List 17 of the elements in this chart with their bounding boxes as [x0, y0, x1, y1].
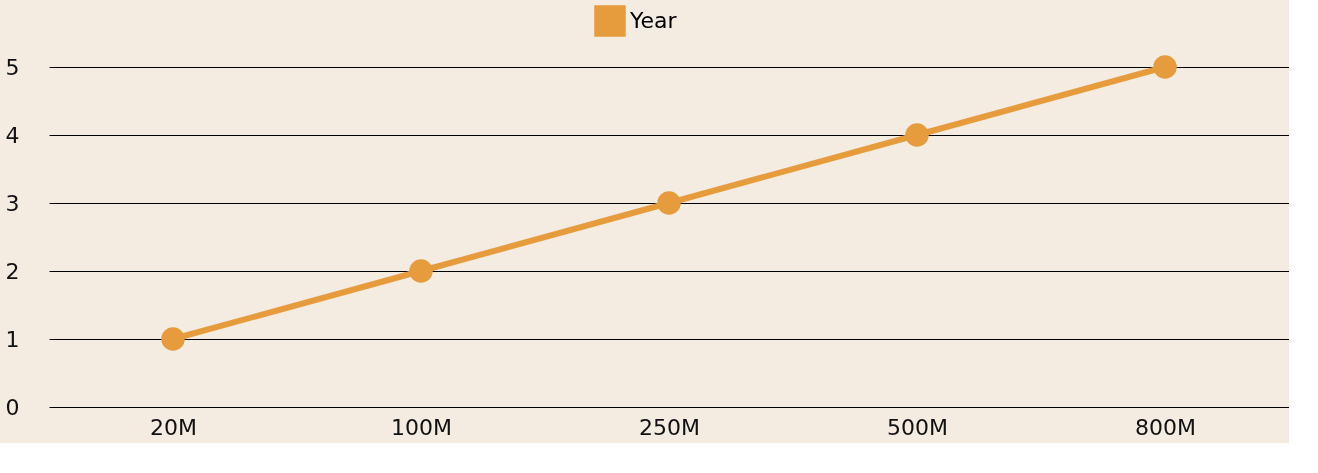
y-tick-label: 4: [5, 122, 20, 148]
y-tick-label: 3: [5, 190, 20, 216]
point: [657, 191, 681, 215]
x-tick-label: 100M: [391, 414, 452, 440]
y-tick-label: 2: [5, 258, 20, 284]
y-tick-label: 0: [5, 394, 20, 420]
point: [905, 123, 929, 147]
point: [161, 327, 185, 351]
x-tick-label: 800M: [1135, 414, 1196, 440]
x-tick-label: 20M: [150, 414, 197, 440]
legend-label: Year: [629, 8, 678, 33]
point: [409, 259, 433, 283]
x-tick-label: 250M: [639, 414, 700, 440]
y-tick-label: 1: [5, 326, 20, 352]
point: [1153, 55, 1177, 79]
y-tick-label: 5: [5, 54, 20, 80]
x-tick-label: 500M: [887, 414, 948, 440]
